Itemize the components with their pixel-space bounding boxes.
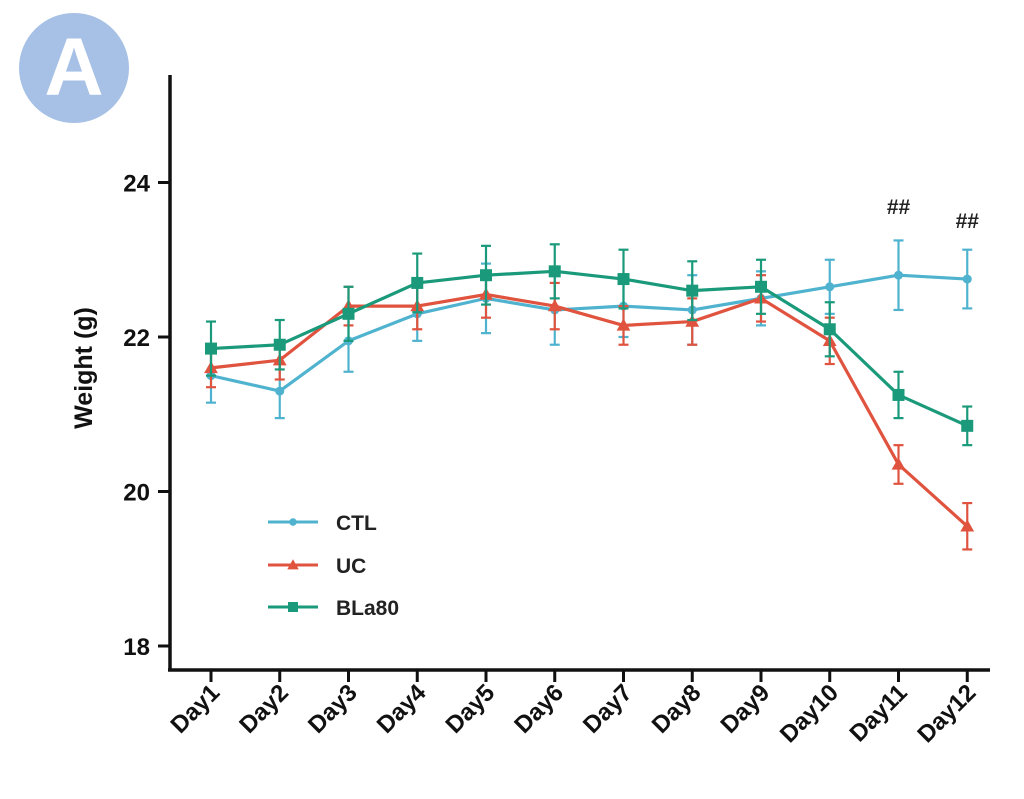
annotations: ## ## <box>887 196 979 233</box>
data-point <box>342 307 355 320</box>
data-point <box>686 284 699 297</box>
x-tick-label: Day12 <box>912 679 981 748</box>
data-point <box>823 323 836 336</box>
data-point <box>892 388 905 401</box>
significance-annotation: ## <box>956 210 980 233</box>
significance-annotation: ## <box>887 196 911 219</box>
y-tick-label: 20 <box>123 480 150 507</box>
data-point <box>616 318 631 331</box>
x-axis-ticks: Day1 Day2 Day3 Day4 Day5 Day6 Day7 Day8 Day9 Day1… <box>166 670 981 748</box>
y-tick-label: 24 <box>123 171 150 198</box>
data-point <box>548 265 561 278</box>
legend-label: BLa80 <box>336 597 399 620</box>
legend: CTL UC BLa80 <box>268 512 399 620</box>
x-tick-label: Day8 <box>647 679 707 739</box>
data-point <box>960 519 975 532</box>
series-uc <box>204 270 975 551</box>
data-point <box>962 274 972 284</box>
x-tick-label: Day7 <box>578 679 638 739</box>
x-tick-label: Day11 <box>845 679 913 747</box>
data-point <box>205 342 217 355</box>
x-tick-label: Day4 <box>372 679 432 739</box>
legend-label: UC <box>336 555 366 578</box>
chart-axes <box>168 75 990 672</box>
data-point <box>894 270 903 280</box>
data-point <box>275 386 285 396</box>
data-point <box>891 457 906 470</box>
x-tick-label: Day3 <box>303 679 363 739</box>
y-tick-label: 22 <box>123 325 150 352</box>
panel-badge: A <box>19 13 129 123</box>
legend-item-bla80: BLa80 <box>268 597 399 620</box>
x-tick-label: Day2 <box>234 679 294 739</box>
x-tick-label: Day5 <box>441 679 501 739</box>
data-point <box>411 276 424 289</box>
series-layer <box>204 239 975 551</box>
data-point <box>287 559 299 570</box>
panel-label: A <box>44 22 104 113</box>
legend-label: CTL <box>336 512 377 535</box>
data-point <box>289 518 297 526</box>
data-point <box>617 273 630 286</box>
data-point <box>755 280 767 293</box>
data-point <box>480 269 492 282</box>
data-point <box>273 338 286 351</box>
x-tick-label: Day9 <box>716 679 776 739</box>
data-point <box>961 419 974 432</box>
series-line <box>210 269 968 428</box>
data-point <box>288 602 298 612</box>
y-axis-ticks: 18 20 22 24 <box>123 171 170 661</box>
x-tick-label: Day10 <box>775 679 844 748</box>
series-line <box>210 292 969 528</box>
legend-item-uc: UC <box>268 555 366 578</box>
series-line <box>210 273 968 393</box>
x-tick-label: Day6 <box>509 679 569 739</box>
data-point <box>825 282 835 292</box>
y-axis-title: Weight (g) <box>70 307 98 429</box>
legend-item-ctl: CTL <box>268 512 377 535</box>
y-tick-label: 18 <box>123 634 150 661</box>
data-point <box>547 299 562 312</box>
x-tick-label: Day1 <box>166 679 226 739</box>
series-bla80 <box>205 243 974 447</box>
